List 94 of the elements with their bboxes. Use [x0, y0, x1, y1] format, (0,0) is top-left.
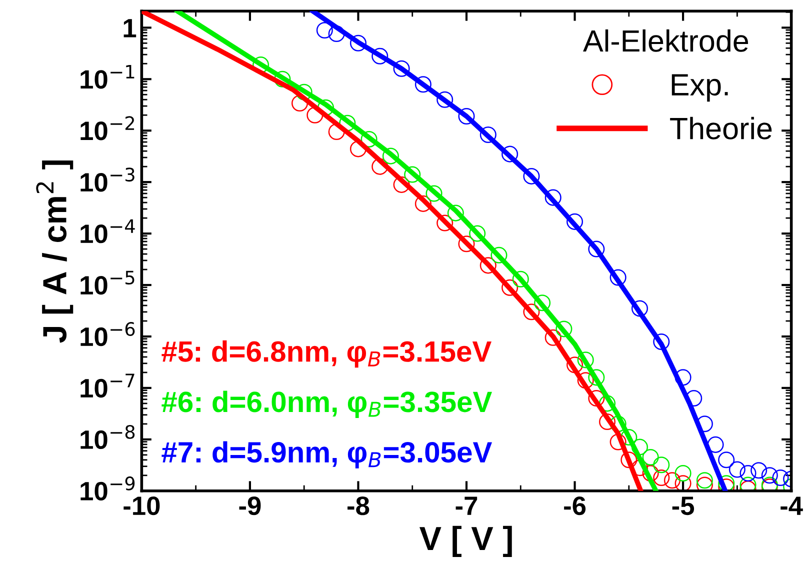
point [740, 476, 756, 491]
point [436, 91, 454, 108]
point [674, 464, 692, 482]
point [653, 333, 670, 350]
point [620, 452, 638, 468]
point [436, 214, 454, 232]
y-tick-label: 10$^{−6}$ [80, 322, 135, 346]
point [523, 304, 540, 320]
legend-title: Al-Elektrode [583, 29, 748, 52]
point [328, 26, 345, 42]
point [316, 22, 333, 39]
point [664, 472, 680, 489]
point [674, 369, 692, 386]
point [544, 189, 562, 206]
point [610, 269, 626, 286]
point [696, 476, 713, 491]
x-tick-label: -10 [124, 496, 160, 516]
point [393, 176, 410, 193]
point [718, 475, 735, 491]
point [306, 106, 324, 124]
point [372, 158, 388, 175]
point [588, 369, 605, 386]
point [577, 352, 594, 368]
point [696, 416, 713, 432]
point [686, 390, 702, 407]
point [598, 414, 616, 430]
x-tick-label: -8 [348, 496, 370, 516]
x-tick-label: -5 [672, 496, 694, 516]
point [458, 108, 475, 125]
y-tick-label: 10$^{−2}$ [80, 116, 134, 140]
point [404, 166, 421, 183]
y-tick-label: 10$^{−3}$ [80, 168, 134, 192]
point [620, 429, 638, 446]
point [566, 213, 584, 230]
x-tick-label: -7 [456, 496, 478, 515]
point [577, 372, 594, 389]
y-tick-label: 10$^{−5}$ [80, 270, 134, 295]
annotation: #6: d=6.0nm, φ$_{B}$=3.35eV [162, 390, 492, 418]
point [588, 240, 605, 258]
point [631, 300, 648, 317]
point [696, 472, 713, 489]
point [490, 246, 508, 264]
x-tick-label: -4 [780, 496, 803, 515]
x-tick-label: -9 [239, 496, 261, 516]
point [534, 294, 551, 312]
point [426, 185, 442, 202]
point [740, 464, 756, 482]
point [328, 123, 345, 140]
point [566, 356, 584, 374]
point [750, 462, 768, 479]
point [718, 452, 735, 468]
point [458, 236, 475, 252]
point [653, 469, 670, 486]
y-tick-label: 10$^{−1}$ [80, 64, 134, 89]
y-tick-label: 1 [124, 19, 136, 38]
point [610, 434, 626, 450]
point [772, 469, 789, 486]
point [469, 225, 486, 242]
point [291, 94, 308, 112]
point [480, 257, 496, 274]
point [642, 449, 659, 466]
point [674, 475, 692, 491]
point [502, 146, 518, 162]
point [393, 60, 410, 77]
point [761, 467, 778, 484]
y-axis-title: J [ A / cm$^{2}$ ] [36, 160, 74, 343]
x-tick-label: -6 [564, 496, 586, 516]
point [556, 320, 572, 338]
point [653, 456, 670, 474]
y-tick-label: 10$^{−8}$ [80, 424, 135, 450]
point [707, 436, 724, 453]
point [512, 270, 529, 288]
point [350, 34, 366, 52]
point [414, 195, 432, 212]
y-tick-label: 10$^{−4}$ [80, 219, 135, 244]
point [631, 438, 648, 456]
point [480, 126, 496, 144]
point [588, 390, 605, 407]
point [502, 279, 518, 296]
legend-label: Theorie [670, 116, 772, 140]
annotation: #7: d=5.9nm, φ$_{B}$=3.05eV [162, 441, 492, 468]
point [728, 461, 746, 478]
point [544, 329, 562, 346]
point [523, 168, 540, 184]
point [274, 70, 291, 88]
point [447, 204, 464, 222]
point [414, 76, 432, 93]
legend-label: Exp. [672, 74, 728, 102]
point [382, 148, 399, 164]
y-tick-label: 10$^{−7}$ [80, 374, 134, 398]
point [350, 140, 366, 158]
annotation: #5: d=6.8nm, φ$_{B}$=3.15eV [162, 340, 492, 368]
point [372, 48, 388, 64]
x-axis-title: V [ V ] [420, 526, 512, 557]
